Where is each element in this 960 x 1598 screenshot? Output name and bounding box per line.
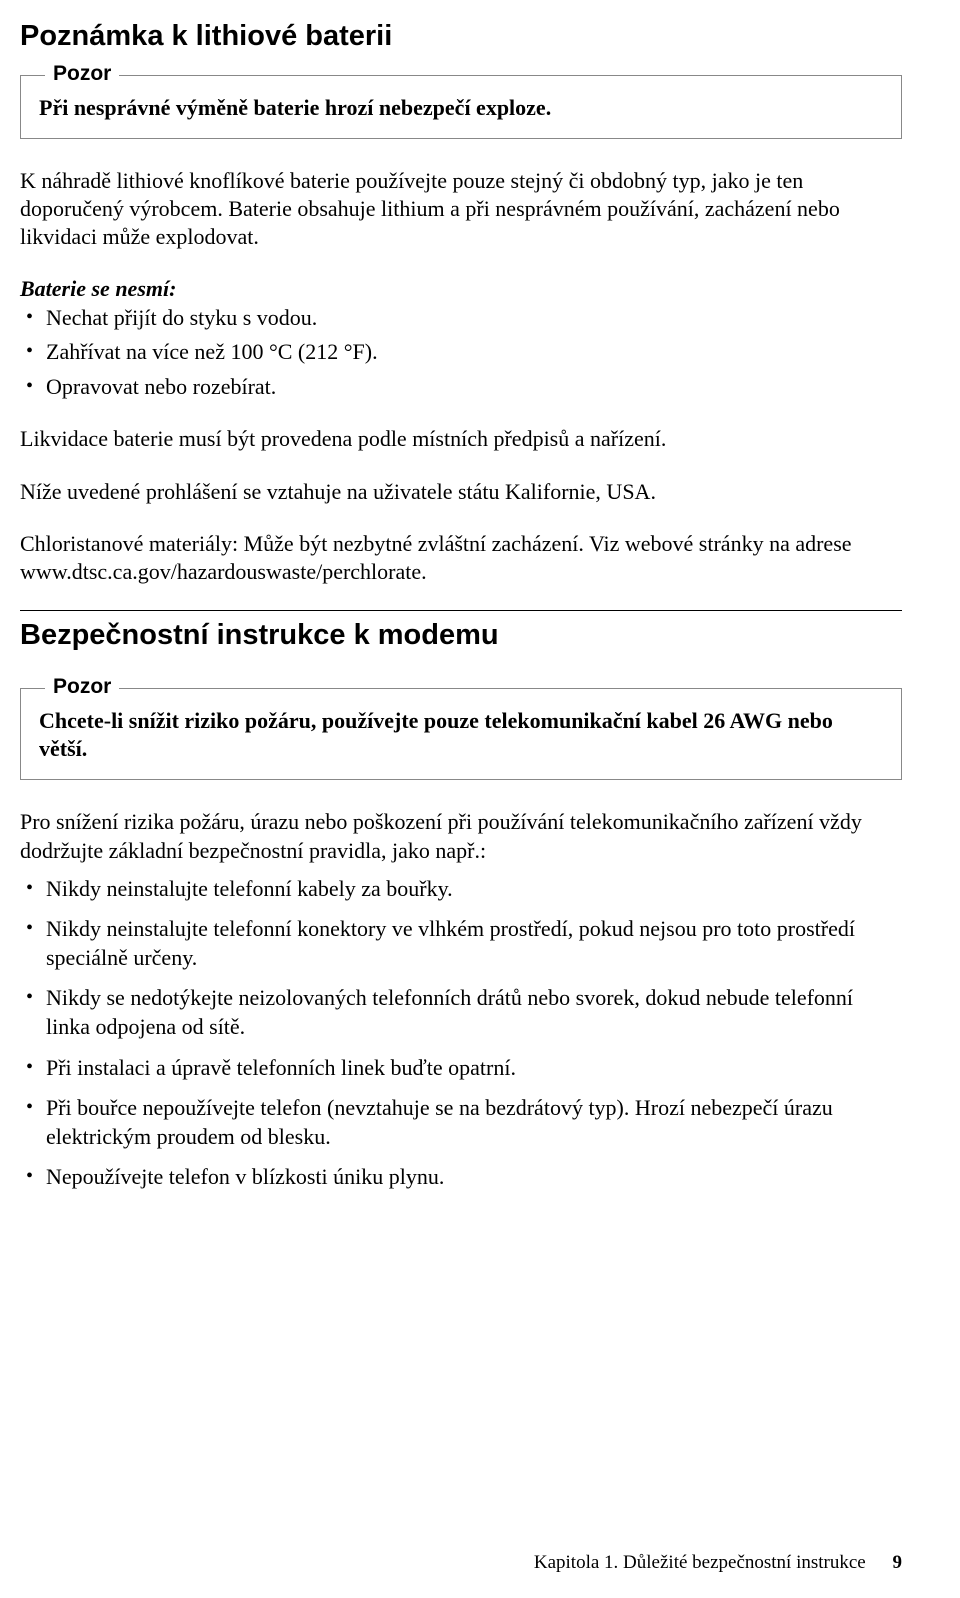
list-item: Při instalaci a úpravě telefonních linek… (20, 1054, 902, 1083)
paragraph: Likvidace baterie musí být provedena pod… (20, 425, 902, 453)
list-item: Nepoužívejte telefon v blízkosti úniku p… (20, 1163, 902, 1192)
notice-legend: Pozor (45, 675, 119, 699)
paragraph: K náhradě lithiové knoflíkové baterie po… (20, 167, 902, 251)
notice-box-lithium: Pozor Při nesprávné výměně baterie hrozí… (20, 75, 902, 139)
paragraph: Níže uvedené prohlášení se vztahuje na u… (20, 478, 902, 506)
paragraph-url: www.dtsc.ca.gov/hazardouswaste/perchlora… (20, 558, 902, 586)
notice-body: Při nesprávné výměně baterie hrozí nebez… (39, 94, 883, 122)
notice-legend: Pozor (45, 62, 119, 86)
bullet-list: Nechat přijít do styku s vodou. Zahřívat… (20, 304, 902, 402)
paragraph: Pro snížení rizika požáru, úrazu nebo po… (20, 808, 902, 864)
paragraph: Chloristanové materiály: Může být nezbyt… (20, 530, 902, 558)
section-divider (20, 610, 902, 611)
chapter-label: Kapitola 1. Důležité bezpečnostní instru… (534, 1552, 866, 1573)
notice-box-modem: Pozor Chcete-li snížit riziko požáru, po… (20, 688, 902, 780)
list-item: Nikdy neinstalujte telefonní kabely za b… (20, 875, 902, 904)
list-item: Nikdy neinstalujte telefonní konektory v… (20, 915, 902, 972)
list-item: Nechat přijít do styku s vodou. (20, 304, 902, 333)
list-item: Nikdy se nedotýkejte neizolovaných telef… (20, 984, 902, 1041)
list-item: Zahřívat na více než 100 °C (212 °F). (20, 338, 902, 367)
document-page: Poznámka k lithiové baterii Pozor Při ne… (0, 0, 960, 1598)
notice-body: Chcete-li snížit riziko požáru, používej… (39, 707, 883, 763)
bullets-heading: Baterie se nesmí: (20, 276, 902, 302)
list-item: Při bouřce nepoužívejte telefon (nevztah… (20, 1094, 902, 1151)
section-title-lithium: Poznámka k lithiové baterii (20, 20, 902, 53)
page-footer: Kapitola 1. Důležité bezpečnostní instru… (534, 1552, 902, 1574)
list-item: Opravovat nebo rozebírat. (20, 373, 902, 402)
bullet-list: Nikdy neinstalujte telefonní kabely za b… (20, 875, 902, 1192)
page-number: 9 (893, 1552, 903, 1573)
section-title-modem: Bezpečnostní instrukce k modemu (20, 619, 902, 652)
